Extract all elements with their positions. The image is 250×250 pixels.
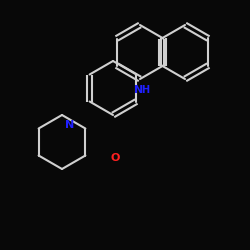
Text: H: H <box>141 85 149 95</box>
Text: N: N <box>134 85 143 95</box>
Text: O: O <box>110 153 120 163</box>
Text: N: N <box>66 120 74 130</box>
